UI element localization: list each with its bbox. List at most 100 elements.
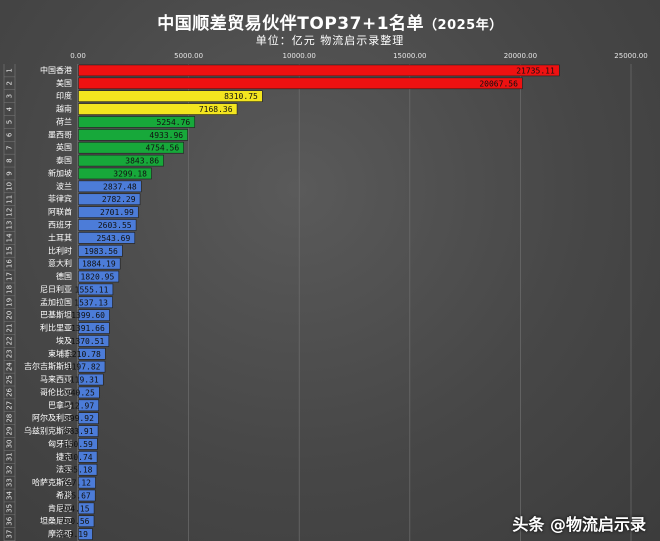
bar [78,257,121,270]
category-label: 利比里亚 [40,323,72,333]
category-label: 越南 [56,104,72,114]
chart-title-suffix: （2025年） [424,18,503,33]
category-label: 法国 [56,464,72,474]
category-label: 新加坡 [48,168,72,178]
rank-label: 7 [6,145,14,149]
category-label: 阿联酋 [48,207,72,217]
bar [78,64,560,77]
bar [78,180,142,193]
chart-title-main: 中国顺差贸易伙伴TOP37+1名单 [157,14,425,34]
value-label: 840.74 [64,453,93,462]
value-label: 1197.82 [67,363,101,372]
watermark: 头条 @物流启示录 [512,515,646,534]
rank-label: 8 [6,158,14,162]
bar [78,425,99,437]
rank-label: 2 [6,81,14,85]
rank-label: 18 [6,285,14,294]
x-tick-label: 20000.00 [504,52,537,60]
value-label: 899.92 [65,414,94,423]
bar [78,296,113,309]
rank-label: 1 [6,68,14,72]
bar [78,528,93,540]
rank-label: 28 [6,414,14,423]
category-label: 尼日利亚 [40,284,72,294]
category-label: 土耳其 [48,232,72,242]
value-label: 2782.29 [102,195,136,204]
value-label: 1884.19 [82,260,116,269]
rank-label: 22 [6,336,14,345]
bar [78,489,96,502]
value-label: 2837.48 [103,182,137,191]
rank-label: 23 [6,349,14,358]
value-label: 4933.96 [149,131,183,140]
bar [78,141,184,154]
rank-label: 37 [6,530,14,539]
rank-label: 34 [6,490,14,499]
category-label: 泰国 [56,155,72,165]
bar [78,103,238,115]
value-label: 8310.75 [224,92,258,101]
bar [78,232,136,244]
value-label: 1983.56 [84,247,118,256]
x-tick-label: 15000.00 [393,52,426,60]
value-label: 1399.60 [71,311,105,320]
bar [78,386,100,399]
rank-label: 33 [6,478,14,487]
bar [78,463,98,476]
rank-label: 12 [6,208,14,217]
chart-title: 中国顺差贸易伙伴TOP37+1名单（2025年） [0,9,660,34]
category-label: 坦桑尼亚 [40,516,72,526]
category-label: 意大利 [48,258,72,268]
value-label: 5254.76 [157,118,191,127]
category-label: 美国 [56,78,72,88]
value-label: 3299.18 [113,169,147,178]
x-tick-label: 0.00 [70,52,86,60]
bar [78,399,99,412]
rank-label: 26 [6,387,14,396]
bar [78,322,110,334]
rank-label: 3 [6,94,14,98]
rank-label: 11 [6,195,14,204]
value-label: 912.97 [65,401,94,410]
bar [78,270,120,283]
category-label: 埃及 [56,335,72,345]
category-label: 英国 [56,142,72,152]
category-label: 巴基斯坦 [40,310,72,320]
bar [78,154,164,167]
value-label: 7168.36 [199,105,233,114]
x-tick-label: 25000.00 [614,52,647,60]
rank-label: 35 [6,504,14,513]
rank-label: 17 [6,272,14,281]
category-label: 巴拿马 [48,400,72,410]
bar [78,438,98,450]
rank-label: 21 [6,324,14,333]
value-label: 2543.69 [97,234,131,243]
value-label: 1555.11 [75,285,109,294]
category-label: 波兰 [56,181,72,191]
bar [78,335,110,347]
value-label: 2603.55 [98,221,132,230]
value-label: 2701.99 [100,208,134,217]
value-label: 1537.13 [74,298,108,307]
bar [78,219,137,231]
value-label: 1391.66 [71,324,105,333]
value-label: 21735.11 [516,66,555,75]
value-label: 4754.56 [145,144,179,153]
rank-label: 32 [6,465,14,474]
bar [78,283,114,296]
category-label: 菲律宾 [48,194,72,204]
bar [78,244,123,257]
bar [78,360,106,373]
bar [78,129,188,141]
category-label: 柬埔寨 [48,348,72,358]
value-label: 940.25 [66,388,95,397]
category-label: 阿尔及利亚 [32,413,72,423]
category-label: 匈牙利 [48,438,72,448]
bar [78,502,95,515]
rank-label: 15 [6,246,14,255]
category-label: 印度 [56,91,72,101]
category-label: 马来西亚 [40,375,72,384]
category-label: 哥伦比亚 [40,387,72,397]
rank-label: 10 [6,182,14,191]
